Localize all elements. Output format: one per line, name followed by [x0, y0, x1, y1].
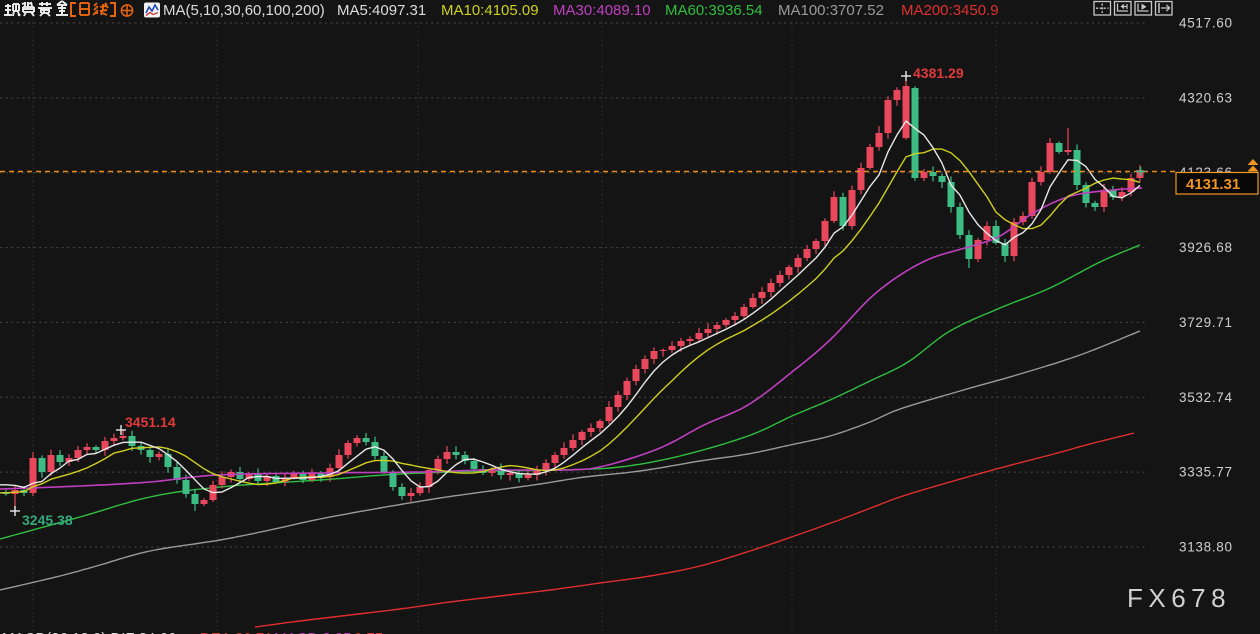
svg-text:DEA:30.71: DEA:30.71 [200, 630, 273, 634]
svg-text:MACD:3.95: MACD:3.95 [274, 630, 352, 634]
svg-text:MA200:3450.9: MA200:3450.9 [901, 2, 999, 19]
svg-text:3451.14: 3451.14 [125, 414, 176, 430]
svg-text:3532.74: 3532.74 [1179, 390, 1233, 405]
svg-text:3926.68: 3926.68 [1179, 240, 1233, 255]
svg-text:4381.29: 4381.29 [913, 65, 964, 81]
svg-text:-9.75: -9.75 [349, 630, 383, 634]
svg-text:4131.31: 4131.31 [1186, 176, 1240, 193]
svg-text:3245.38: 3245.38 [22, 512, 73, 528]
svg-text:MACD(26,12,9) DIF:34.66: MACD(26,12,9) DIF:34.66 [2, 630, 176, 634]
svg-text:MA60:3936.54: MA60:3936.54 [665, 2, 763, 19]
svg-text:MA5:4097.31: MA5:4097.31 [337, 2, 426, 19]
svg-text:MA(5,10,30,60,100,200): MA(5,10,30,60,100,200) [163, 2, 325, 19]
svg-text:MA100:3707.52: MA100:3707.52 [778, 2, 884, 19]
svg-text:MA10:4105.09: MA10:4105.09 [441, 2, 539, 19]
svg-text:3729.71: 3729.71 [1179, 315, 1233, 330]
svg-text:4320.63: 4320.63 [1179, 90, 1233, 105]
svg-text:MA30:4089.10: MA30:4089.10 [553, 2, 651, 19]
svg-text:4517.60: 4517.60 [1179, 16, 1233, 31]
svg-text:FX678: FX678 [1127, 583, 1231, 613]
svg-text:3335.77: 3335.77 [1179, 465, 1233, 480]
svg-text:3138.80: 3138.80 [1179, 540, 1233, 555]
